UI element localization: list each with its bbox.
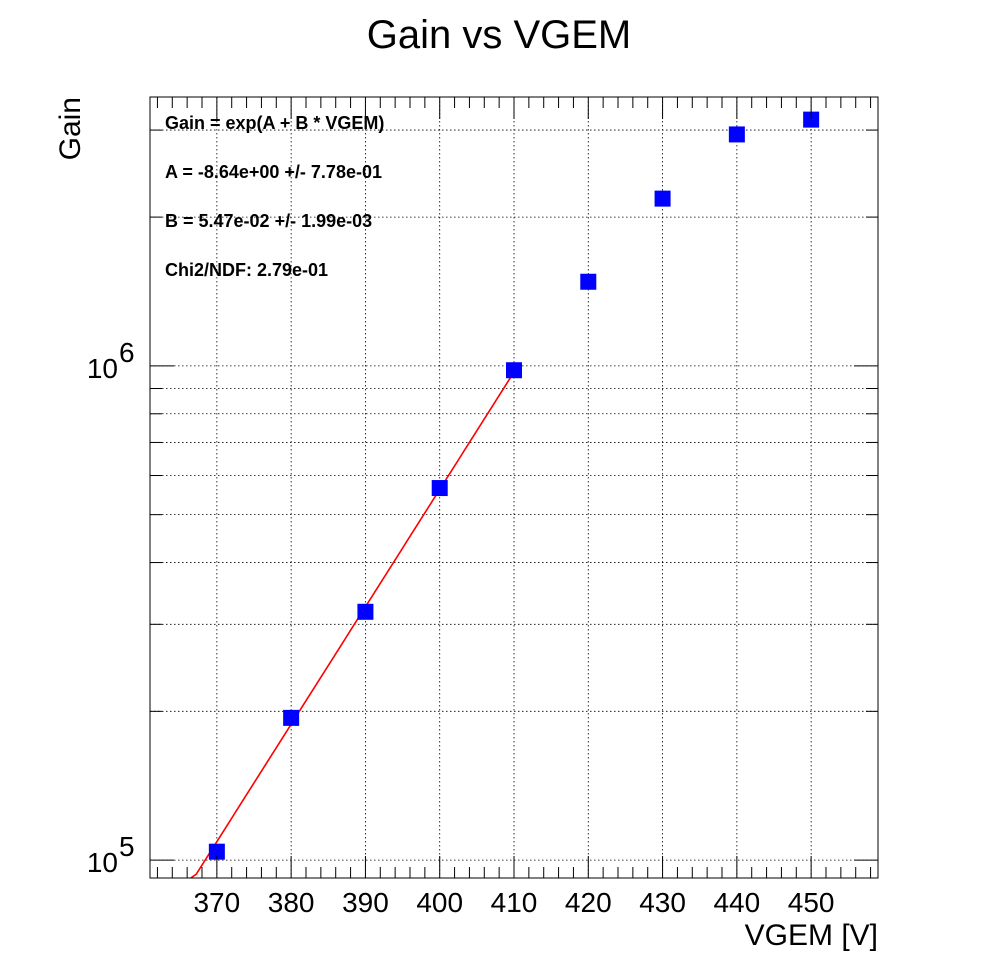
data-point bbox=[283, 709, 300, 726]
fit-annotation: Gain = exp(A + B * VGEM) bbox=[165, 113, 384, 133]
y-tick-label-base: 10 bbox=[87, 847, 118, 878]
fit-annotations: Gain = exp(A + B * VGEM) A = -8.64e+00 +/… bbox=[165, 113, 384, 280]
data-point bbox=[580, 273, 597, 290]
x-tick-label: 450 bbox=[788, 887, 835, 918]
x-tick-label: 430 bbox=[639, 887, 686, 918]
data-point bbox=[803, 111, 820, 128]
y-axis-title: Gain bbox=[54, 97, 87, 160]
y-tick-label: 106 bbox=[87, 337, 135, 384]
y-tick-label-exponent: 5 bbox=[119, 831, 135, 862]
x-tick-labels: 370 380 390 400 410 420 430 440 450 bbox=[193, 887, 834, 918]
y-tick-label-exponent: 6 bbox=[119, 337, 135, 368]
data-point bbox=[208, 843, 225, 860]
fit-layer bbox=[190, 371, 515, 879]
y-tick-label: 105 bbox=[87, 831, 135, 878]
marker-layer bbox=[208, 111, 820, 860]
x-tick-label: 400 bbox=[416, 887, 463, 918]
data-point bbox=[431, 480, 448, 497]
data-point bbox=[654, 190, 671, 207]
x-axis-title: VGEM [V] bbox=[745, 919, 878, 952]
x-tick-label: 440 bbox=[713, 887, 760, 918]
x-tick-label: 380 bbox=[268, 887, 315, 918]
x-tick-label: 420 bbox=[565, 887, 612, 918]
grid-layer bbox=[150, 97, 878, 878]
data-point bbox=[506, 362, 522, 379]
x-tick-label: 410 bbox=[491, 887, 538, 918]
x-tick-label: 390 bbox=[342, 887, 389, 918]
fit-annotation: B = 5.47e-02 +/- 1.99e-03 bbox=[165, 211, 372, 231]
fit-curve bbox=[190, 371, 515, 879]
tick-layer bbox=[150, 97, 878, 878]
chart-title: Gain vs VGEM bbox=[367, 13, 632, 57]
fit-annotation: A = -8.64e+00 +/- 7.78e-01 bbox=[165, 162, 382, 182]
data-point bbox=[357, 603, 374, 620]
x-tick-label: 370 bbox=[193, 887, 240, 918]
data-point bbox=[728, 126, 745, 143]
fit-annotation: Chi2/NDF: 2.79e-01 bbox=[165, 260, 328, 280]
y-tick-label-base: 10 bbox=[87, 353, 118, 384]
